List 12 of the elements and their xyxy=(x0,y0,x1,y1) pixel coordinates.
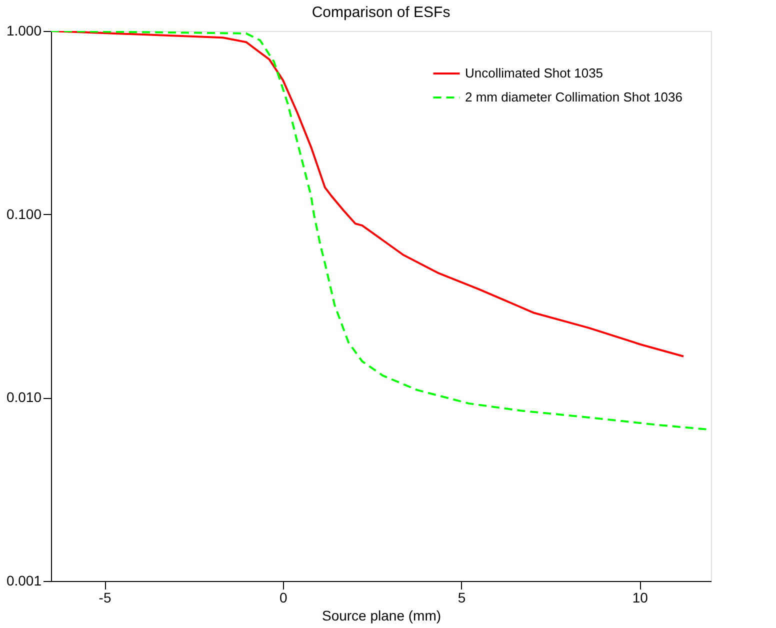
y-tick-label: 0.010 xyxy=(6,389,42,406)
x-tick-label: 10 xyxy=(632,590,648,606)
x-axis-title: Source plane (mm) xyxy=(322,608,442,624)
legend-label: Uncollimated Shot 1035 xyxy=(465,66,604,80)
legend-label: 2 mm diameter Collimation Shot 1036 xyxy=(465,90,682,104)
y-tick-label: 0.001 xyxy=(6,572,42,588)
x-tick-label: -5 xyxy=(98,590,112,606)
y-tick-label: 0.100 xyxy=(6,206,42,222)
y-tick-label: 1.000 xyxy=(6,22,42,38)
x-tick-label: 5 xyxy=(458,590,466,606)
x-tick-label: 0 xyxy=(279,590,288,606)
chart-title: Comparison of ESFs xyxy=(312,4,450,21)
